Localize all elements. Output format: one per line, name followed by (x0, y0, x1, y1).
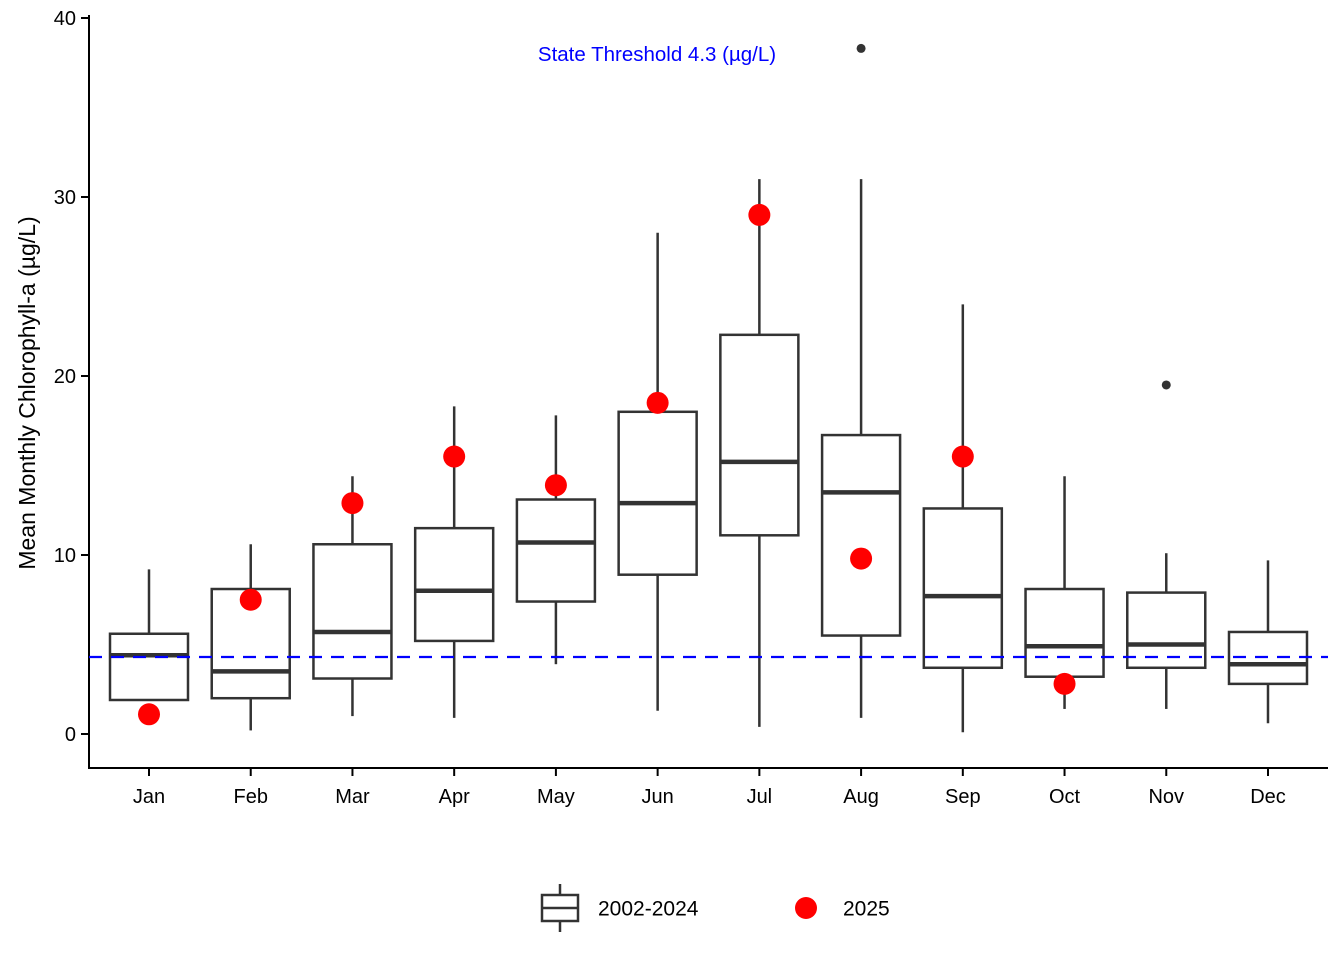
x-tick-label-dec: Dec (1250, 786, 1286, 808)
point-2025-jul (748, 203, 771, 226)
x-tick-label-may: May (537, 786, 575, 808)
x-tick-label-sep: Sep (945, 786, 981, 808)
legend-item-boxplot: 2002-2024 (540, 884, 699, 932)
y-tick-label: 10 (54, 545, 76, 567)
plot-area: 0 10 20 30 40 Jan Feb Mar Apr May Jun Jul Aug Sep Oct N… (54, 8, 1328, 808)
box-sep (922, 507, 1004, 670)
legend-label-2002-2024: 2002-2024 (598, 897, 699, 920)
x-tick-label-aug: Aug (843, 786, 879, 808)
box-nov (1126, 591, 1207, 670)
point-2025-aug (850, 547, 873, 570)
x-tick-label-oct: Oct (1049, 786, 1081, 808)
y-axis-title: Mean Monthly Chlorophyll-a (µg/L) (14, 216, 40, 569)
point-2025-oct (1053, 672, 1076, 695)
legend-item-2025: 2025 (795, 897, 890, 920)
x-tick-label-jul: Jul (747, 786, 773, 808)
legend: 2002-2024 2025 (540, 884, 890, 932)
x-tick-label-jun: Jun (642, 786, 674, 808)
y-tick-label: 0 (65, 724, 76, 746)
x-tick-label-jan: Jan (133, 786, 165, 808)
box-may (515, 498, 597, 603)
x-tick-label-nov: Nov (1148, 786, 1184, 808)
x-tick-label-feb: Feb (233, 786, 267, 808)
box-jul (719, 333, 800, 537)
point-2025-apr (443, 445, 466, 468)
x-tick-label-mar: Mar (335, 786, 370, 808)
y-tick-label: 20 (54, 366, 76, 388)
box-mar (312, 543, 393, 680)
point-2025-jun (646, 391, 669, 414)
box-jun (617, 410, 698, 576)
red-dot-glyph-icon (795, 897, 817, 919)
y-tick-label: 30 (54, 187, 76, 209)
box-aug (820, 433, 902, 637)
box-oct (1024, 587, 1105, 678)
point-2025-mar (341, 492, 364, 515)
threshold-annotation: State Threshold 4.3 (µg/L) (538, 43, 776, 66)
y-tick-label: 40 (54, 8, 76, 30)
box-apr (413, 526, 495, 643)
legend-label-2025: 2025 (843, 897, 890, 920)
point-2025-may (544, 474, 567, 497)
box-jan (108, 632, 190, 702)
outlier-nov (1161, 380, 1171, 390)
point-2025-jan (138, 703, 160, 726)
outlier-aug (856, 43, 866, 53)
point-2025-sep (951, 445, 974, 468)
x-tick-label-apr: Apr (439, 786, 470, 808)
boxplot-glyph-icon (540, 884, 580, 932)
point-2025-feb (239, 588, 262, 611)
